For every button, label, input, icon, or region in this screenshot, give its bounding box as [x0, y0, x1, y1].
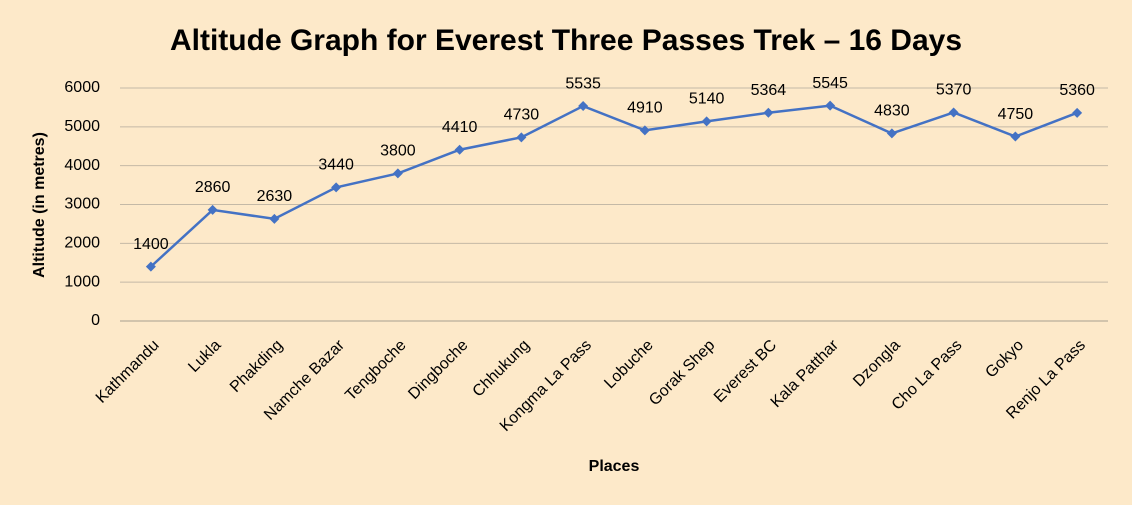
data-label: 3440 [318, 157, 354, 174]
x-tick-label: Phakding [227, 337, 286, 396]
data-line [150, 104, 1078, 268]
y-tick-label: 0 [91, 312, 100, 329]
x-tick-label: Chhukung [470, 337, 534, 401]
data-marker [825, 100, 836, 111]
data-label: 1400 [133, 236, 169, 253]
data-marker [701, 116, 712, 127]
data-marker [516, 132, 527, 143]
data-label: 4830 [874, 103, 910, 120]
x-tick-label: Dzongla [850, 337, 904, 391]
x-axis-title: Places [589, 458, 640, 475]
data-marker [207, 204, 218, 215]
data-label: 5360 [1059, 82, 1095, 99]
data-marker [454, 144, 465, 155]
x-tick-label: Tengboche [342, 337, 409, 404]
data-marker [1072, 107, 1083, 118]
y-tick-label: 2000 [64, 235, 100, 252]
data-marker [886, 128, 897, 139]
data-marker [269, 213, 280, 224]
chart-title: Altitude Graph for Everest Three Passes … [170, 24, 962, 57]
data-label: 2630 [257, 188, 293, 205]
x-tick-label: Kathmandu [93, 337, 163, 407]
data-marker [392, 168, 403, 179]
x-tick-label: Lukla [185, 337, 224, 376]
x-tick-label: Gokyo [982, 337, 1027, 382]
data-marker [331, 182, 342, 193]
data-label: 3800 [380, 143, 416, 160]
data-label: 5364 [751, 82, 787, 99]
data-label: 4910 [627, 100, 663, 117]
y-axis-title: Altitude (in metres) [31, 132, 48, 278]
x-tick-label: Lobuche [601, 337, 657, 393]
y-tick-label: 1000 [64, 273, 100, 290]
data-label: 5140 [689, 91, 725, 108]
data-label: 5370 [936, 82, 972, 99]
y-tick-label: 5000 [64, 118, 100, 135]
data-marker [639, 125, 650, 136]
y-tick-label: 6000 [64, 79, 100, 96]
data-marker [1010, 131, 1021, 142]
data-marker [948, 107, 959, 118]
data-marker [145, 261, 156, 272]
data-marker [763, 107, 774, 118]
x-tick-label: Dingboche [405, 337, 471, 403]
y-tick-label: 3000 [64, 196, 100, 213]
data-marker [578, 101, 589, 112]
data-label: 4730 [504, 107, 540, 124]
data-label: 5535 [565, 75, 601, 92]
x-tick-label: Gorak Shep [646, 337, 718, 409]
data-label: 2860 [195, 179, 231, 196]
data-label: 4750 [998, 106, 1034, 123]
data-label: 4410 [442, 119, 478, 136]
y-tick-label: 4000 [64, 157, 100, 174]
data-label: 5545 [812, 75, 848, 92]
